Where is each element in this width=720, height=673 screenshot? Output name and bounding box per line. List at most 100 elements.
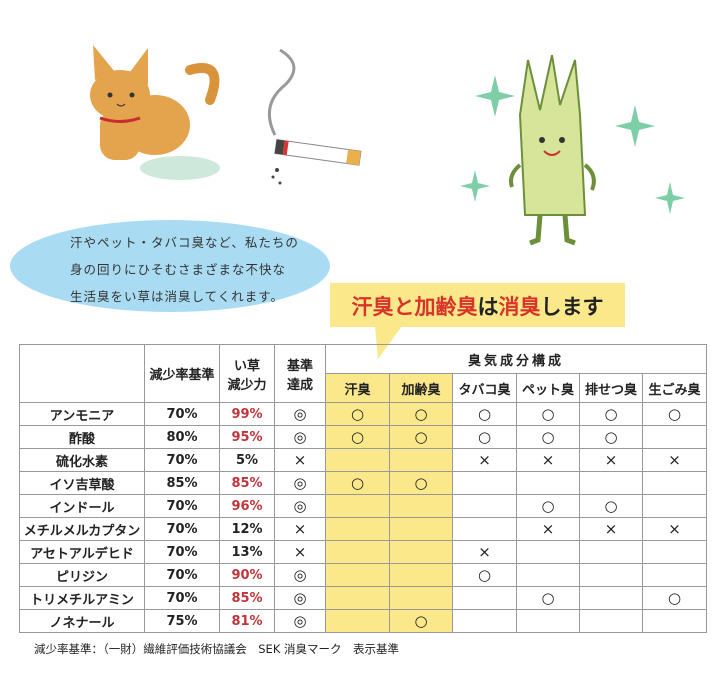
- compound-name: トリメチルアミン: [19, 586, 145, 610]
- achieved-mark: ◎: [274, 471, 326, 495]
- odor-mark: [641, 494, 708, 518]
- standard-value: 70%: [144, 402, 220, 426]
- odor-mark: ×: [452, 540, 517, 564]
- standard-value: 70%: [144, 494, 220, 518]
- odor-mark: [452, 586, 517, 610]
- odor-mark: [516, 540, 580, 564]
- header-igusa: い草 減少力: [219, 344, 275, 403]
- odor-mark: ○: [389, 609, 453, 633]
- compound-name: アンモニア: [19, 402, 145, 426]
- callout-part: は: [477, 295, 499, 319]
- odor-mark: [641, 425, 708, 449]
- odor-mark: ×: [641, 448, 708, 472]
- odor-mark: [579, 471, 643, 495]
- standard-value: 85%: [144, 471, 220, 495]
- igusa-value: 85%: [219, 586, 275, 610]
- igusa-value: 5%: [219, 448, 275, 472]
- compound-name: ピリジン: [19, 563, 145, 587]
- achieved-mark: ◎: [274, 563, 326, 587]
- header-odor-1: 加齢臭: [389, 373, 453, 403]
- cat-icon: [90, 45, 220, 180]
- odor-mark: [325, 494, 390, 518]
- igusa-value: 95%: [219, 425, 275, 449]
- odor-mark: ○: [579, 402, 643, 426]
- igusa-value: 96%: [219, 494, 275, 518]
- callout-part: 汗臭と加齢臭: [351, 295, 478, 319]
- odor-mark: ○: [516, 586, 580, 610]
- odor-mark: ○: [516, 425, 580, 449]
- table-row: アセトアルデヒド 70% 13% × ×: [19, 540, 708, 564]
- table-row: メチルメルカプタン 70% 12% × × × ×: [19, 517, 708, 541]
- odor-mark: [641, 471, 708, 495]
- intro-line: 汗やペット・タバコ臭など、私たちの: [70, 235, 299, 250]
- compound-name: ノネナール: [19, 609, 145, 633]
- odor-mark: ○: [325, 471, 390, 495]
- table-row: ピリジン 70% 90% ◎ ○: [19, 563, 708, 587]
- standard-value: 70%: [144, 517, 220, 541]
- compound-name: 硫化水素: [19, 448, 145, 472]
- achieved-mark: ◎: [274, 402, 326, 426]
- odor-mark: [452, 517, 517, 541]
- odor-mark: ○: [325, 402, 390, 426]
- odor-mark: [516, 471, 580, 495]
- igusa-value: 90%: [219, 563, 275, 587]
- header-odor-5: 生ごみ臭: [641, 373, 708, 403]
- odor-mark: [389, 448, 453, 472]
- footnote: 減少率基準：（一財）繊維評価技術協議会 SEK 消臭マーク 表示基準: [34, 642, 400, 656]
- header-odor-3: ペット臭: [516, 373, 580, 403]
- odor-mark: [325, 448, 390, 472]
- intro-line: 身の回りにひそむさまざまな不快な: [70, 262, 287, 277]
- odor-mark: [579, 540, 643, 564]
- header-odor-2: タバコ臭: [452, 373, 517, 403]
- compound-name: イソ吉草酸: [19, 471, 145, 495]
- header-odor-group: 臭気成分構成: [324, 344, 708, 374]
- odor-mark: ○: [516, 494, 580, 518]
- table-row: アンモニア 70% 99% ◎ ○ ○ ○ ○ ○ ○: [19, 402, 708, 426]
- igusa-value: 13%: [219, 540, 275, 564]
- header-odor-4: 排せつ臭: [579, 373, 643, 403]
- header-empty: [19, 344, 145, 403]
- odor-mark: [389, 540, 453, 564]
- odor-mark: [579, 563, 643, 587]
- standard-value: 70%: [144, 563, 220, 587]
- achieved-mark: ◎: [274, 425, 326, 449]
- header-achieved: 基準 達成: [274, 344, 326, 403]
- odor-mark: ×: [579, 517, 643, 541]
- odor-mark: ○: [579, 425, 643, 449]
- cigarette-icon: [267, 48, 362, 185]
- intro-line: 生活臭をい草は消臭してくれます。: [70, 289, 285, 304]
- table-row: トリメチルアミン 70% 85% ◎ ○ ○: [19, 586, 708, 610]
- header-odor-0: 汗臭: [325, 373, 390, 403]
- table-row: イソ吉草酸 85% 85% ◎ ○ ○: [19, 471, 708, 495]
- odor-mark: ○: [516, 402, 580, 426]
- deodorization-table: 減少率基準 い草 減少力 基準 達成 臭気成分構成 汗臭 加齢臭 タバコ臭 ペット臭 排せつ…: [19, 344, 708, 633]
- odor-mark: [452, 471, 517, 495]
- achieved-mark: ◎: [274, 609, 326, 633]
- achieved-mark: ◎: [274, 494, 326, 518]
- achieved-mark: ×: [274, 540, 326, 564]
- odor-mark: [641, 540, 708, 564]
- odor-mark: ○: [389, 402, 453, 426]
- table-row: ノネナール 75% 81% ◎ ○: [19, 609, 708, 633]
- odor-mark: ○: [641, 586, 708, 610]
- odor-mark: [325, 586, 390, 610]
- sparkle-icon: [460, 75, 685, 214]
- odor-mark: [389, 586, 453, 610]
- igusa-value: 81%: [219, 609, 275, 633]
- odor-mark: [452, 494, 517, 518]
- odor-mark: [579, 586, 643, 610]
- callout-part: します: [540, 295, 604, 319]
- odor-mark: ○: [452, 425, 517, 449]
- odor-mark: [325, 563, 390, 587]
- odor-mark: ○: [641, 402, 708, 426]
- igusa-value: 85%: [219, 471, 275, 495]
- table-row: 酢酸 80% 95% ◎ ○ ○ ○ ○ ○: [19, 425, 708, 449]
- compound-name: インドール: [19, 494, 145, 518]
- callout-part: 消臭: [498, 295, 541, 319]
- odor-mark: [641, 609, 708, 633]
- odor-mark: ×: [516, 448, 580, 472]
- odor-mark: [641, 563, 708, 587]
- odor-mark: [516, 609, 580, 633]
- intro-bubble: 汗やペット・タバコ臭など、私たちの 身の回りにひそむさまざまな不快な 生活臭をい…: [10, 220, 330, 312]
- standard-value: 70%: [144, 586, 220, 610]
